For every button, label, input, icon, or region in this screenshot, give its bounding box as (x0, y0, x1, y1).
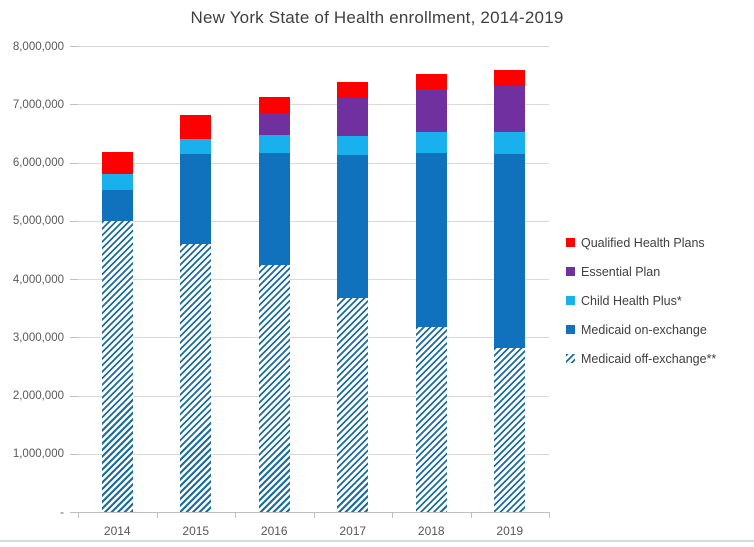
gridline (78, 337, 549, 339)
bar-segment-qualified-health-plans-2019 (494, 69, 526, 86)
x-axis-label: 2017 (339, 524, 367, 538)
x-axis-tick (78, 513, 79, 518)
y-axis-tick (70, 220, 78, 222)
bar-segment-medicaid-on-exchange-2018 (415, 153, 447, 327)
gridline (78, 162, 549, 164)
bar-segment-child-health-plus-2014 (101, 173, 133, 191)
x-axis-label: 2016 (260, 524, 288, 538)
bar-segment-qualified-health-plans-2015 (180, 114, 212, 139)
y-axis-tick (70, 453, 78, 455)
gridline (78, 220, 549, 222)
legend-swatch-icon (566, 238, 575, 247)
y-axis-tick-label: 4,000,000 (12, 273, 64, 286)
legend-item: Qualified Health Plans (566, 228, 716, 257)
x-axis-label: 2014 (103, 524, 131, 538)
y-axis-tick (70, 46, 78, 47)
y-axis-tick (70, 279, 78, 280)
gridline (78, 46, 549, 47)
legend-item: Medicaid on-exchange (566, 315, 716, 344)
bar-segment-child-health-plus-2019 (494, 132, 526, 155)
x-axis-tick (392, 513, 393, 518)
bar-segment-medicaid-on-exchange-2015 (180, 154, 212, 245)
y-axis-tick-label: - (60, 506, 64, 519)
bar-segment-medicaid-on-exchange-2014 (101, 190, 133, 221)
bottom-border-line (0, 540, 754, 542)
bar-segment-medicaid-on-exchange-2017 (337, 154, 369, 299)
gridline (78, 104, 549, 106)
bar-segment-medicaid-off-exchange-2015 (180, 244, 212, 512)
x-axis-line (78, 512, 550, 513)
gridline (78, 395, 549, 397)
bar-segment-qualified-health-plans-2016 (258, 97, 290, 113)
x-axis-label: 2018 (417, 524, 445, 538)
y-axis-tick-label: 6,000,000 (12, 157, 64, 169)
legend-item: Child Health Plus* (566, 286, 716, 315)
y-axis-tick (70, 337, 78, 339)
bar-segment-child-health-plus-2017 (337, 135, 369, 155)
bar-segment-medicaid-off-exchange-2017 (337, 298, 369, 512)
bar-segment-medicaid-on-exchange-2019 (494, 154, 526, 348)
y-axis-tick-label: 1,000,000 (12, 448, 64, 461)
x-axis-tick (470, 513, 472, 518)
x-axis-tick (156, 513, 158, 518)
bar-segment-medicaid-off-exchange-2014 (101, 220, 133, 512)
x-axis-label: 2019 (496, 524, 524, 538)
bar-segment-medicaid-on-exchange-2016 (258, 153, 290, 265)
y-axis-tick-label: 3,000,000 (12, 331, 64, 344)
x-axis-tick (549, 513, 550, 518)
y-axis-tick-label: 8,000,000 (12, 40, 64, 53)
bar-segment-qualified-health-plans-2014 (101, 152, 133, 174)
bar-segment-essential-plan-2017 (337, 97, 369, 136)
bar-segment-medicaid-off-exchange-2019 (494, 347, 526, 512)
bar-segment-child-health-plus-2018 (415, 131, 447, 154)
x-axis-tick (313, 513, 315, 518)
bar-segment-qualified-health-plans-2017 (337, 82, 369, 98)
bar-segment-essential-plan-2019 (494, 85, 526, 133)
bar-segment-child-health-plus-2015 (180, 138, 212, 155)
bar-segment-essential-plan-2018 (415, 89, 447, 132)
bar-segment-essential-plan-2016 (258, 112, 290, 136)
legend-label: Medicaid off-exchange** (581, 351, 717, 366)
y-axis-tick-label: 5,000,000 (12, 215, 64, 228)
y-axis-tick (70, 512, 78, 513)
x-axis-tick (235, 513, 236, 518)
gridline (78, 279, 549, 280)
x-axis-label: 2015 (182, 524, 210, 538)
y-axis-tick-label: 7,000,000 (12, 98, 64, 111)
gridline (78, 453, 549, 455)
legend-swatch-icon (566, 325, 575, 334)
bar-segment-medicaid-off-exchange-2018 (415, 326, 447, 512)
legend-swatch-icon (566, 267, 575, 276)
y-axis-tick (70, 395, 78, 397)
legend-item: Medicaid off-exchange** (566, 344, 716, 373)
bar-segment-medicaid-off-exchange-2016 (258, 265, 290, 512)
legend: Qualified Health Plans Essential Plan Chil… (566, 228, 716, 373)
legend-swatch-icon (566, 296, 575, 305)
legend-label: Essential Plan (581, 264, 661, 279)
legend-item: Essential Plan (566, 257, 716, 286)
chart-title: New York State of Health enrollment, 201… (190, 8, 564, 27)
bar-segment-child-health-plus-2016 (258, 135, 290, 154)
legend-label: Child Health Plus* (581, 293, 682, 308)
y-axis-tick (70, 104, 78, 106)
legend-swatch-icon (566, 354, 575, 363)
bar-segment-qualified-health-plans-2018 (415, 73, 447, 90)
y-axis-tick (70, 162, 78, 164)
legend-label: Medicaid on-exchange (581, 322, 707, 337)
legend-label: Qualified Health Plans (581, 235, 705, 250)
y-axis-tick-label: 2,000,000 (12, 390, 64, 402)
